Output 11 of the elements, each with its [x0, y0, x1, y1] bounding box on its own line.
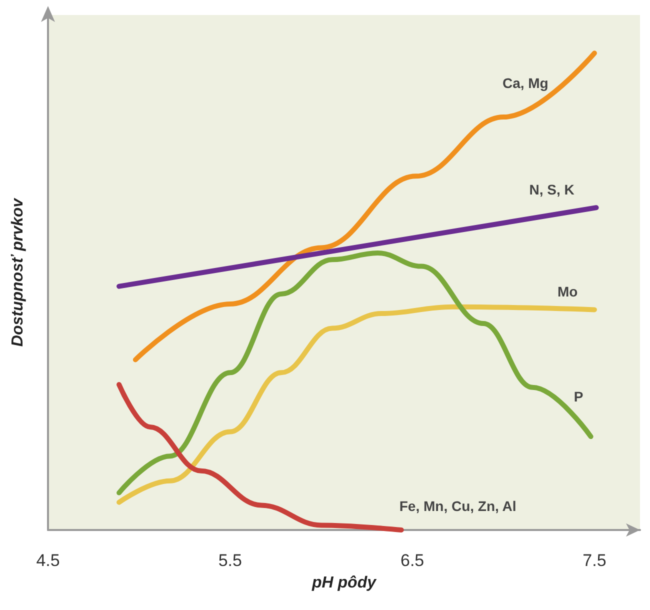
x-tick-label: 7.5 — [582, 551, 606, 570]
x-tick-label: 6.5 — [400, 551, 424, 570]
series-label: P — [574, 388, 584, 405]
x-tick-label: 5.5 — [218, 551, 242, 570]
series-label: N, S, K — [529, 182, 574, 198]
y-axis-title: Dostupnosť prvkov — [10, 197, 26, 347]
x-axis-title: pH pôdy — [311, 574, 378, 592]
series-label: Fe, Mn, Cu, Zn, Al — [399, 498, 516, 514]
series-label: Mo — [557, 284, 578, 300]
series-label: Ca, Mg — [502, 75, 548, 92]
x-tick-label: 4.5 — [36, 551, 60, 570]
